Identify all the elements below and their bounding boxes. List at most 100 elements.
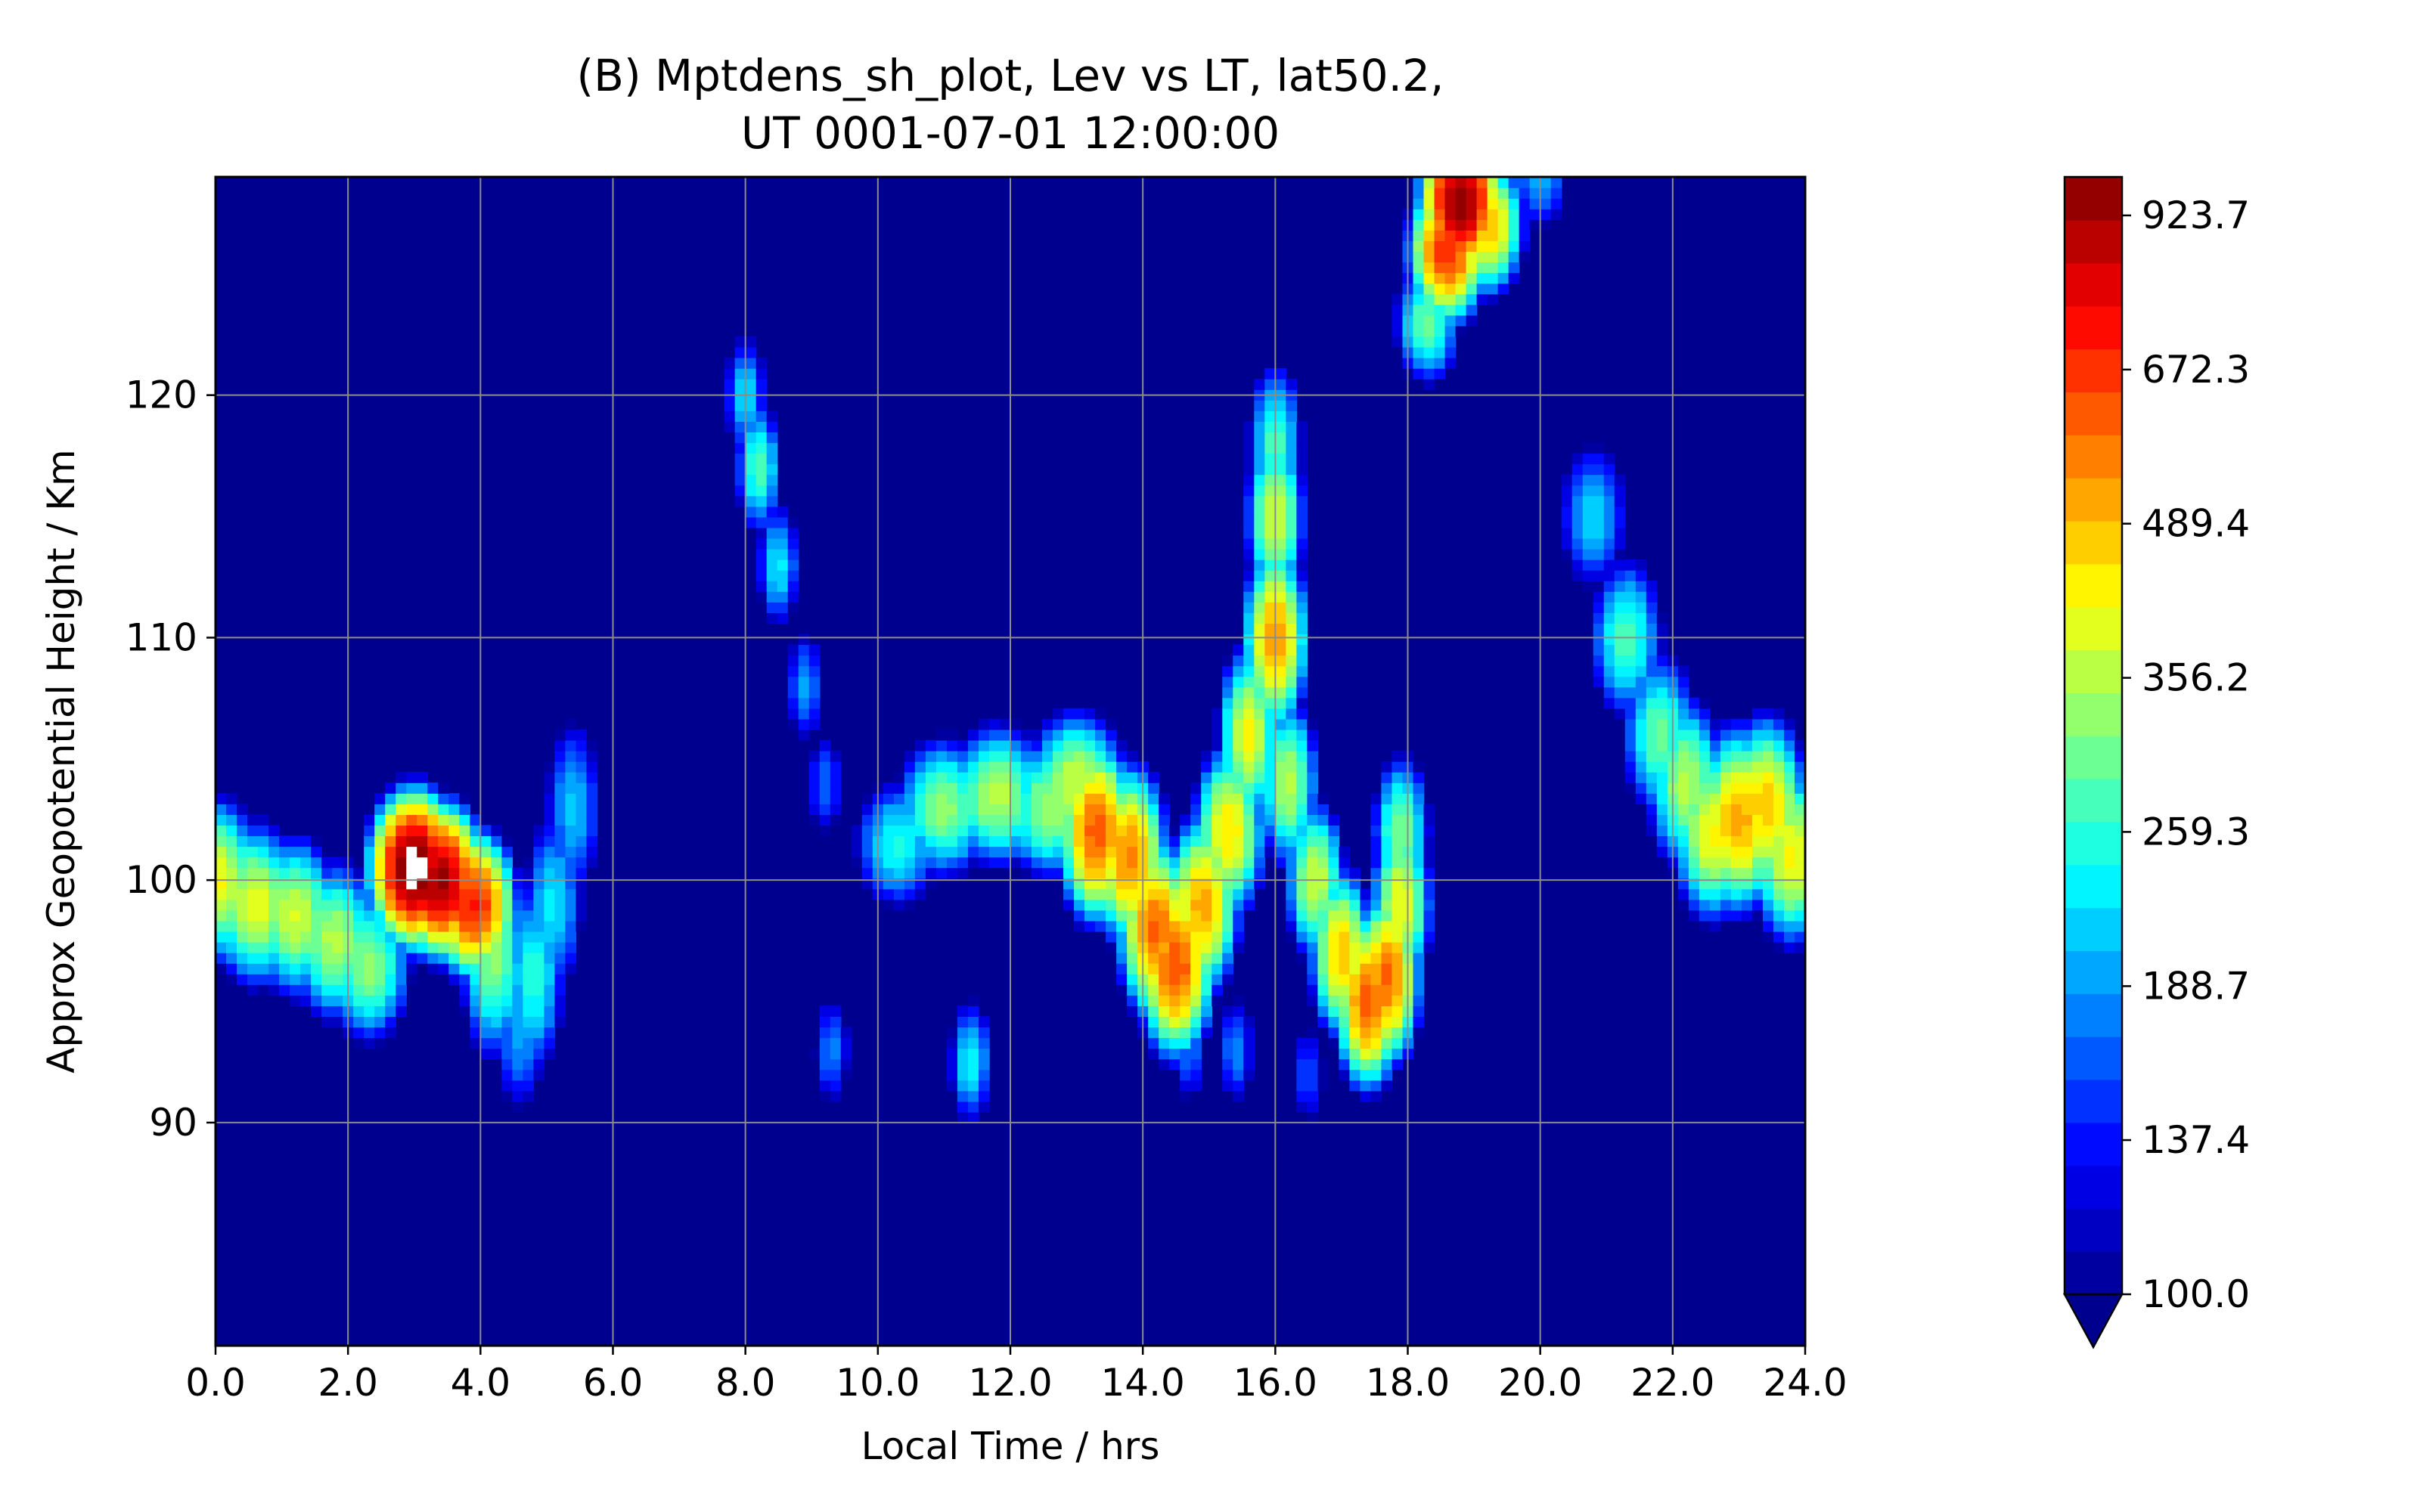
heatmap-cell <box>1476 187 1488 199</box>
heatmap-cell <box>946 804 958 815</box>
heatmap-cell <box>967 793 979 804</box>
heatmap-cell <box>1307 867 1319 879</box>
heatmap-cell <box>1296 697 1308 709</box>
heatmap-cell <box>237 825 248 837</box>
heatmap-cell <box>745 495 757 507</box>
heatmap-cell <box>1254 527 1266 539</box>
heatmap-cell <box>1127 825 1138 837</box>
heatmap-cell <box>967 1058 979 1070</box>
heatmap-cell <box>1360 1069 1372 1081</box>
heatmap-cell <box>237 835 248 847</box>
heatmap-cell <box>1593 442 1605 454</box>
heatmap-cell <box>1307 739 1319 751</box>
heatmap-cell <box>1444 272 1457 284</box>
heatmap-cell <box>258 857 269 869</box>
heatmap-cell <box>1296 814 1308 826</box>
heatmap-cell <box>1264 761 1277 773</box>
heatmap-cell <box>755 379 768 390</box>
heatmap-cell <box>1677 772 1689 783</box>
heatmap-cell <box>1264 697 1277 709</box>
heatmap-cell <box>1593 570 1605 581</box>
heatmap-cell <box>1339 899 1351 911</box>
heatmap-cell <box>978 1058 990 1070</box>
heatmap-cell <box>364 909 375 922</box>
heatmap-cell <box>1264 548 1277 560</box>
heatmap-cell <box>766 602 778 613</box>
heatmap-cell <box>1751 750 1764 762</box>
heatmap-cell <box>978 814 990 826</box>
heatmap-cell <box>1381 995 1393 1006</box>
heatmap-cell <box>1275 570 1287 581</box>
heatmap-cell <box>470 888 482 900</box>
heatmap-cell <box>1688 761 1700 773</box>
heatmap-cell <box>268 899 280 911</box>
heatmap-cell <box>1212 835 1223 847</box>
heatmap-cell <box>300 920 312 932</box>
heatmap-cell <box>1646 591 1658 603</box>
heatmap-cell <box>512 899 524 911</box>
heatmap-cell <box>904 772 916 783</box>
heatmap-cell <box>1603 623 1615 635</box>
heatmap-cell <box>1233 941 1244 953</box>
heatmap-cell <box>1169 995 1181 1006</box>
heatmap-cell <box>353 878 365 890</box>
y-tick-label: 90 <box>149 1101 197 1145</box>
heatmap-cell <box>353 1037 365 1049</box>
heatmap-cell <box>353 1027 365 1039</box>
heatmap-cell <box>1296 772 1308 783</box>
heatmap-cell <box>586 814 598 826</box>
heatmap-cell <box>1169 920 1181 932</box>
heatmap-cell <box>1201 867 1212 879</box>
heatmap-cell <box>459 793 471 804</box>
heatmap-cell <box>1148 941 1159 953</box>
heatmap-cell <box>724 400 736 411</box>
heatmap-cell <box>512 984 524 996</box>
heatmap-cell <box>501 963 513 974</box>
heatmap-cell <box>851 825 863 837</box>
heatmap-cell <box>1582 538 1594 550</box>
heatmap-cell <box>1646 804 1658 815</box>
heatmap-cell <box>1741 761 1753 773</box>
heatmap-cell <box>501 931 513 943</box>
heatmap-cell <box>1699 814 1711 826</box>
heatmap-cell <box>364 825 375 837</box>
heatmap-cell <box>586 804 598 815</box>
heatmap-cell <box>1646 581 1658 592</box>
heatmap-cell <box>734 442 746 454</box>
heatmap-cell <box>1307 750 1319 762</box>
heatmap-cell <box>385 909 396 922</box>
heatmap-cell <box>1074 739 1085 751</box>
heatmap-cell <box>554 878 566 890</box>
heatmap-cell <box>1317 835 1329 847</box>
heatmap-cell <box>491 909 503 922</box>
heatmap-cell <box>988 729 1001 741</box>
heatmap-cell <box>978 750 990 762</box>
heatmap-cell <box>1148 952 1159 964</box>
heatmap-cell <box>1074 920 1085 932</box>
heatmap-cell <box>1095 867 1106 879</box>
heatmap-cell <box>1106 750 1117 762</box>
heatmap-cell <box>480 1037 492 1049</box>
heatmap-cell <box>1741 739 1753 751</box>
heatmap-cell <box>448 888 460 900</box>
heatmap-cell <box>1275 474 1287 486</box>
heatmap-cell <box>1201 1016 1212 1028</box>
heatmap-cell <box>957 846 969 858</box>
heatmap-cell <box>533 1005 545 1017</box>
heatmap-cell <box>480 984 492 996</box>
heatmap-cell <box>1222 1048 1233 1060</box>
heatmap-cell <box>1307 1090 1319 1102</box>
heatmap-cell <box>374 878 386 890</box>
heatmap-cell <box>1254 857 1266 869</box>
heatmap-cell <box>501 920 513 932</box>
colorbar-segment <box>2065 649 2122 693</box>
heatmap-cell <box>237 899 248 911</box>
heatmap-cell <box>1275 676 1287 688</box>
heatmap-cell <box>1095 909 1106 922</box>
heatmap-cell <box>1476 230 1488 242</box>
heatmap-cell <box>279 920 290 932</box>
heatmap-cell <box>1593 548 1605 560</box>
heatmap-cell <box>978 804 990 815</box>
heatmap-cell <box>1413 899 1425 911</box>
heatmap-cell <box>1169 1048 1181 1060</box>
